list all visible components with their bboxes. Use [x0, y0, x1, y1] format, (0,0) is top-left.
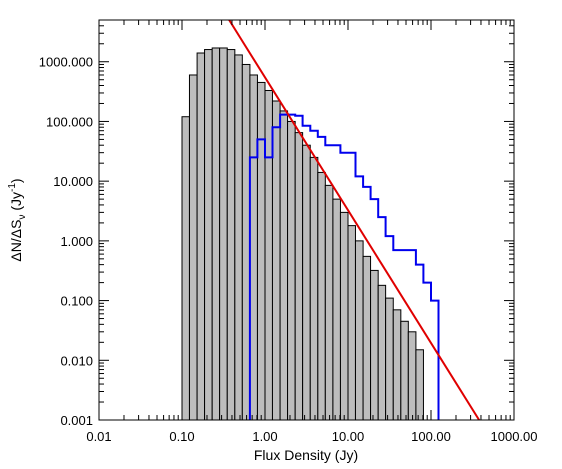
histogram-bar	[377, 284, 387, 420]
y-tick-label: 0.001	[60, 413, 93, 428]
y-axis-title: ΔN/ΔSν (Jy-1)	[7, 178, 28, 261]
x-tick-label: 0.10	[169, 429, 194, 444]
histogram-bar	[226, 49, 236, 420]
histogram-bar	[279, 110, 289, 420]
y-tick-label: 1.000	[60, 234, 93, 249]
x-tick-label: 0.01	[86, 429, 111, 444]
histogram-bar	[294, 132, 304, 420]
y-axis-title-subscript: ν	[17, 215, 28, 220]
histogram-bar	[264, 89, 273, 420]
x-tick-label: 1000.00	[491, 429, 538, 444]
histogram-bar	[256, 81, 266, 420]
histogram-bar	[249, 74, 258, 420]
histogram-bar	[407, 331, 417, 420]
y-tick-label: 0.010	[60, 353, 93, 368]
histogram-bar	[188, 74, 198, 420]
histogram-bar	[347, 225, 356, 420]
histogram-bar	[324, 184, 334, 420]
histogram-bar	[415, 349, 424, 420]
power-law-line	[228, 20, 480, 420]
y-axis-title-units: (Jy	[8, 192, 24, 215]
y-tick-label: 0.100	[60, 294, 93, 309]
histogram	[181, 47, 424, 420]
histogram-bar	[400, 320, 409, 420]
y-axis-title-main: ΔN/ΔS	[8, 220, 24, 262]
histogram-bar	[211, 47, 221, 420]
histogram-bar	[362, 255, 372, 420]
y-tick-label: 1000.000	[39, 55, 93, 70]
x-tick-labels: 0.01 0.10 1.00 10.00 100.00 1000.00	[86, 429, 537, 444]
plot-frame	[98, 19, 515, 421]
histogram-bar	[196, 52, 206, 420]
histogram-bar	[392, 309, 402, 420]
axis-ticks	[98, 19, 515, 421]
histogram-bar	[317, 171, 326, 420]
histogram-bar	[309, 156, 319, 420]
fit-line	[228, 20, 480, 420]
step-series	[248, 113, 440, 420]
y-axis-title-close: )	[8, 178, 24, 183]
y-tick-label: 100.000	[46, 114, 93, 129]
x-axis-title: Flux Density (Jy)	[254, 447, 358, 463]
histogram-bar	[370, 269, 379, 420]
x-tick-label: 1.00	[252, 429, 277, 444]
histogram-bar	[204, 49, 213, 420]
histogram-bar	[271, 100, 281, 420]
x-tick-label: 100.00	[411, 429, 451, 444]
step-line	[248, 113, 440, 420]
x-tick-label: 10.00	[332, 429, 365, 444]
histogram-bar	[219, 47, 228, 420]
histogram-bar	[339, 211, 349, 420]
y-tick-label: 10.000	[53, 174, 93, 189]
histogram-bar	[302, 144, 311, 420]
histogram-bar	[181, 116, 190, 420]
histogram-bar	[234, 54, 243, 420]
histogram-bar	[354, 240, 364, 420]
histogram-bar	[332, 198, 341, 420]
histogram-bar	[287, 120, 296, 420]
histogram-bar	[385, 297, 394, 420]
y-tick-labels: 0.001 0.010 0.100 1.000 10.000 100.000 1000.00…	[39, 55, 93, 428]
histogram-bar	[241, 63, 251, 420]
y-axis-title-superscript: -1	[7, 183, 18, 192]
